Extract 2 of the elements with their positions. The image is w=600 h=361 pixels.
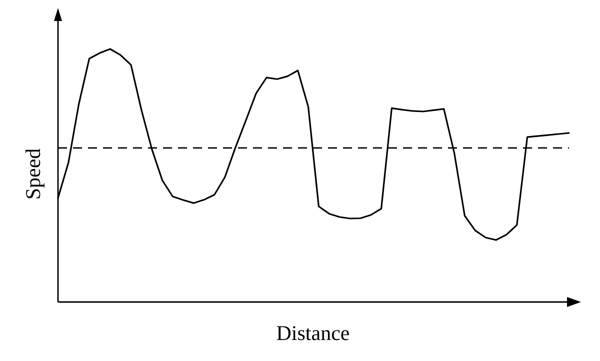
y-axis-title: Speed: [21, 148, 45, 200]
x-axis-title: Distance: [276, 321, 350, 345]
